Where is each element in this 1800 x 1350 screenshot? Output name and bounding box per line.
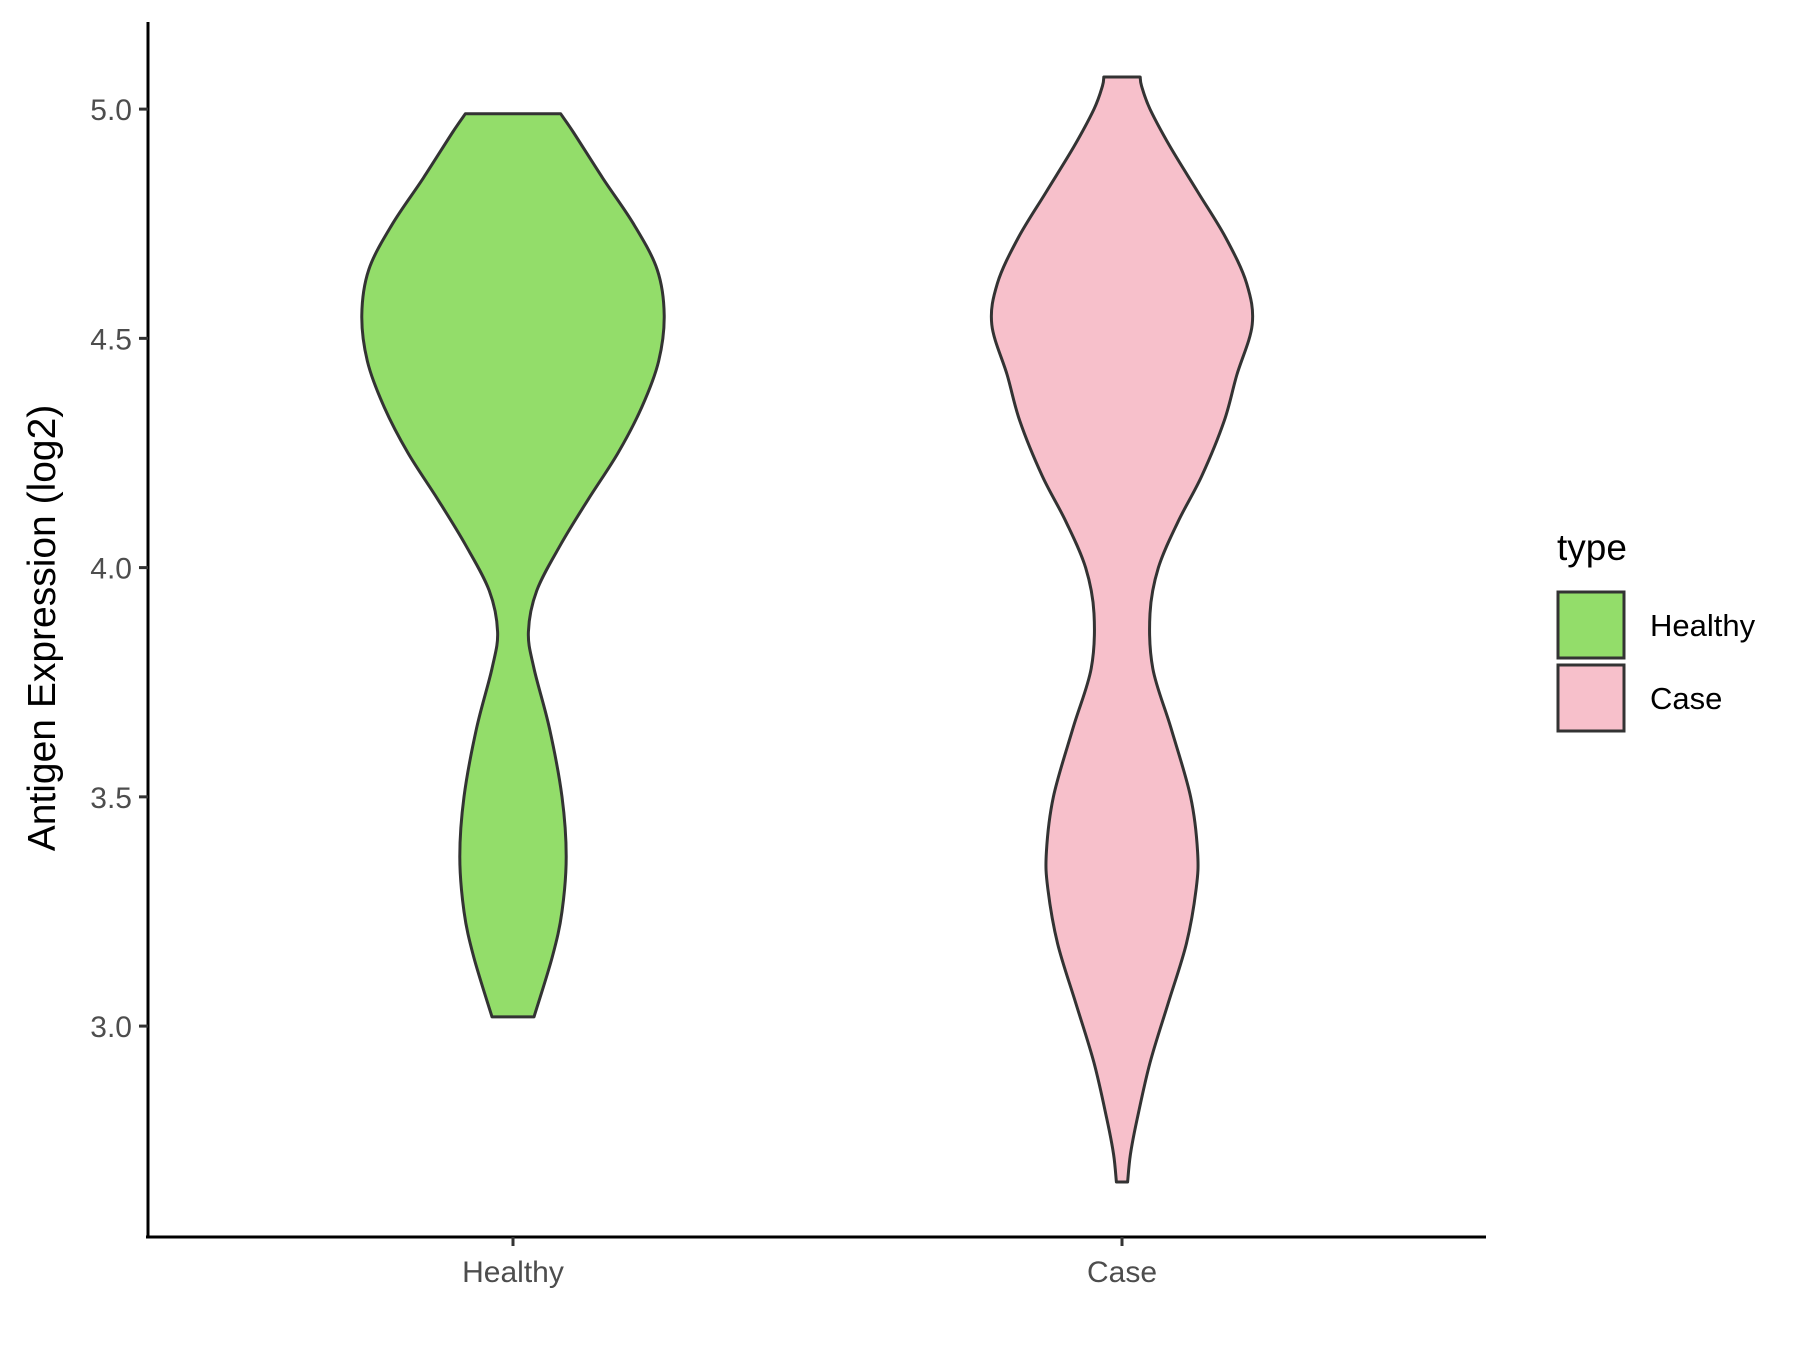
legend-label: Case (1650, 681, 1722, 716)
x-tick-label: Healthy (462, 1256, 564, 1289)
y-axis-ticks: 3.0 3.5 4.0 4.5 5.0 (90, 94, 148, 1044)
legend-key-case (1556, 663, 1626, 733)
violin-healthy (360, 112, 666, 1019)
y-tick-label: 3.5 (90, 782, 132, 815)
y-tick-label: 5.0 (90, 94, 132, 127)
x-axis-ticks: Healthy Case (462, 1237, 1157, 1289)
legend-key-healthy (1556, 590, 1626, 660)
legend-title: type (1557, 527, 1627, 568)
violin-layer (360, 75, 1255, 1184)
y-tick-label: 3.0 (90, 1011, 132, 1044)
y-axis-title: Antigen Expression (log2) (21, 405, 64, 852)
y-tick-label: 4.0 (90, 553, 132, 586)
legend-label: Healthy (1650, 608, 1756, 643)
violin-case (989, 75, 1255, 1184)
x-tick-label: Case (1087, 1256, 1157, 1289)
legend: type Healthy Case (1556, 527, 1756, 733)
y-tick-label: 4.5 (90, 323, 132, 356)
